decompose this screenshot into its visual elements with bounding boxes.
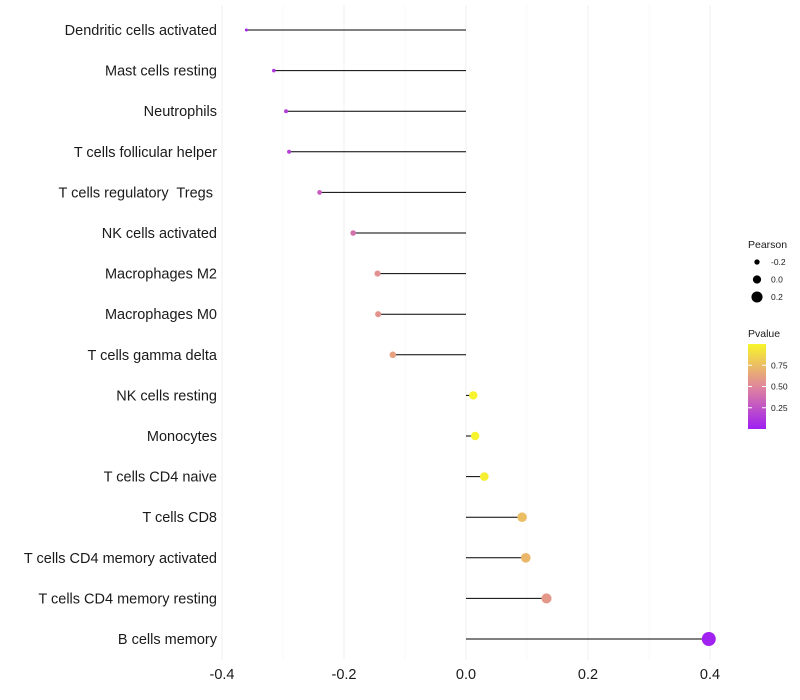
category-label: Macrophages M0: [105, 307, 217, 323]
legend-size-key: [752, 275, 762, 284]
category-label: T cells gamma delta: [88, 348, 218, 364]
colorbar-tick-label: 0.25: [771, 403, 788, 413]
data-point: [375, 311, 382, 318]
x-tick-label: -0.2: [332, 667, 357, 683]
legend-size-label: -0.2: [771, 257, 786, 267]
data-point: [284, 109, 289, 114]
category-label: NK cells activated: [102, 226, 217, 242]
data-point: [520, 552, 531, 563]
category-label: Macrophages M2: [105, 267, 217, 283]
legend-size-label: 0.0: [771, 275, 783, 285]
category-label: B cells memory: [118, 632, 218, 648]
legend-size-key: [754, 259, 760, 265]
data-point: [389, 351, 397, 359]
x-tick-label: 0.0: [456, 667, 476, 683]
colorbar: [748, 344, 766, 429]
data-point: [317, 190, 322, 195]
x-tick-label: 0.4: [700, 667, 720, 683]
category-label: Mast cells resting: [105, 64, 217, 80]
category-label: T cells regulatory Tregs: [59, 185, 218, 201]
x-axis-ticks: -0.4 -0.2 0.0 0.2 0.4: [210, 667, 721, 683]
points: [244, 28, 716, 646]
legend-size: Pearson -0.2 0.0 0.2: [748, 239, 787, 303]
category-label: NK cells resting: [116, 388, 217, 404]
legend-size-title: Pearson: [748, 239, 787, 251]
data-point: [374, 270, 381, 277]
x-tick-label: 0.2: [578, 667, 598, 683]
stems: [246, 29, 709, 640]
x-tick-label: -0.4: [210, 667, 235, 683]
data-point: [350, 230, 356, 236]
colorbar-tick-label: 0.75: [771, 360, 788, 370]
data-point: [470, 431, 480, 441]
category-label: T cells follicular helper: [74, 145, 217, 161]
data-point: [272, 68, 276, 73]
category-label: T cells CD4 naive: [104, 470, 217, 486]
data-point: [541, 593, 552, 604]
grid-layer: [221, 5, 711, 660]
data-point: [517, 512, 527, 522]
legend-color: Pvalue 0.25 0.50 0.75: [748, 328, 788, 429]
category-label: T cells CD4 memory activated: [24, 551, 217, 567]
colorbar-tick-label: 0.50: [771, 382, 788, 392]
data-point: [479, 472, 489, 481]
data-point: [244, 28, 248, 32]
category-label: T cells CD8: [142, 510, 217, 526]
data-point: [701, 632, 716, 646]
legend-size-key: [751, 291, 763, 303]
y-axis-labels: Dendritic cells activated Mast cells rest…: [24, 23, 218, 648]
data-point: [287, 149, 292, 154]
category-label: Neutrophils: [144, 104, 217, 120]
legend-color-title: Pvalue: [748, 328, 780, 340]
category-label: Monocytes: [147, 429, 217, 445]
data-point: [469, 391, 478, 400]
category-label: T cells CD4 memory resting: [38, 591, 217, 607]
category-label: Dendritic cells activated: [65, 23, 217, 39]
legend-size-label: 0.2: [771, 292, 783, 302]
